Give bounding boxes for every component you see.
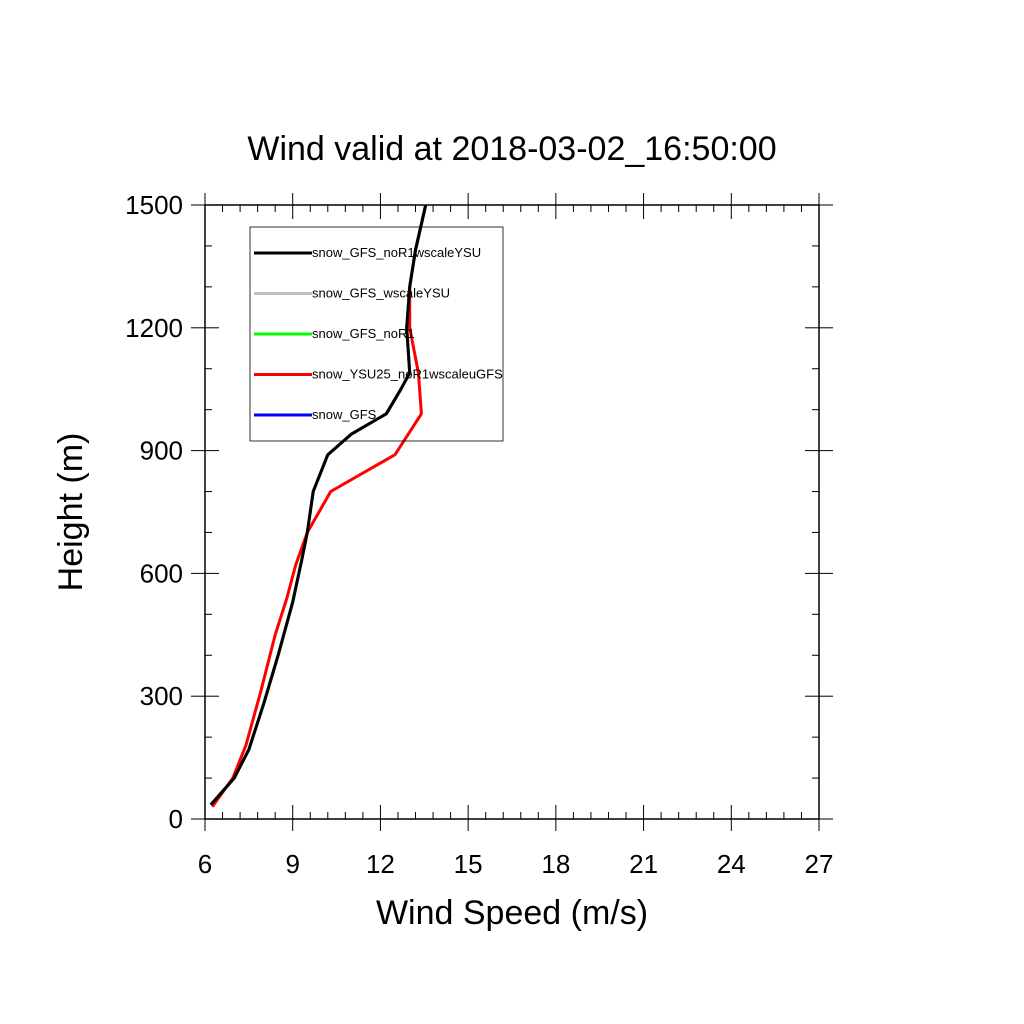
x-tick-label: 6 xyxy=(198,849,212,879)
x-tick-label: 24 xyxy=(717,849,746,879)
x-tick-label: 15 xyxy=(454,849,483,879)
legend-label: snow_GFS_noR1 xyxy=(312,326,415,341)
y-tick-label: 0 xyxy=(169,804,183,834)
legend-entries: snow_GFS_noR1wscaleYSU snow_GFS_wscaleYSU… xyxy=(254,245,503,422)
axis-ticks: 6 9 12 15 18 21 24 27 0 300 600 900 1200 1500 xyxy=(125,190,833,879)
series-lines xyxy=(209,204,428,808)
plot-frame xyxy=(204,204,820,820)
legend-label: snow_GFS_noR1wscaleYSU xyxy=(312,245,481,260)
legend-label: snow_GFS xyxy=(312,407,377,422)
legend-label: snow_YSU25_noR1wscaleuGFS xyxy=(312,367,503,382)
plot-area: 6 9 12 15 18 21 24 27 0 300 600 900 1200 1500 snow_GF… xyxy=(125,190,833,879)
y-tick-label: 1500 xyxy=(125,190,183,220)
legend-box xyxy=(249,226,504,442)
series-line xyxy=(209,204,428,806)
chart-title: Wind valid at 2018-03-02_16:50:00 xyxy=(247,130,776,168)
x-tick-label: 18 xyxy=(541,849,570,879)
y-axis-label: Height (m) xyxy=(52,433,90,592)
legend: snow_GFS_noR1wscaleYSU snow_GFS_wscaleYSU… xyxy=(249,226,504,442)
x-tick-label: 9 xyxy=(285,849,299,879)
y-tick-label: 1200 xyxy=(125,313,183,343)
y-tick-label: 900 xyxy=(140,436,183,466)
x-tick-label: 12 xyxy=(366,849,395,879)
legend-label: snow_GFS_wscaleYSU xyxy=(312,286,450,301)
x-tick-label: 21 xyxy=(629,849,658,879)
x-axis-label: Wind Speed (m/s) xyxy=(376,894,648,932)
y-tick-label: 600 xyxy=(140,558,183,588)
y-tick-label: 300 xyxy=(140,681,183,711)
x-tick-label: 27 xyxy=(805,849,834,879)
